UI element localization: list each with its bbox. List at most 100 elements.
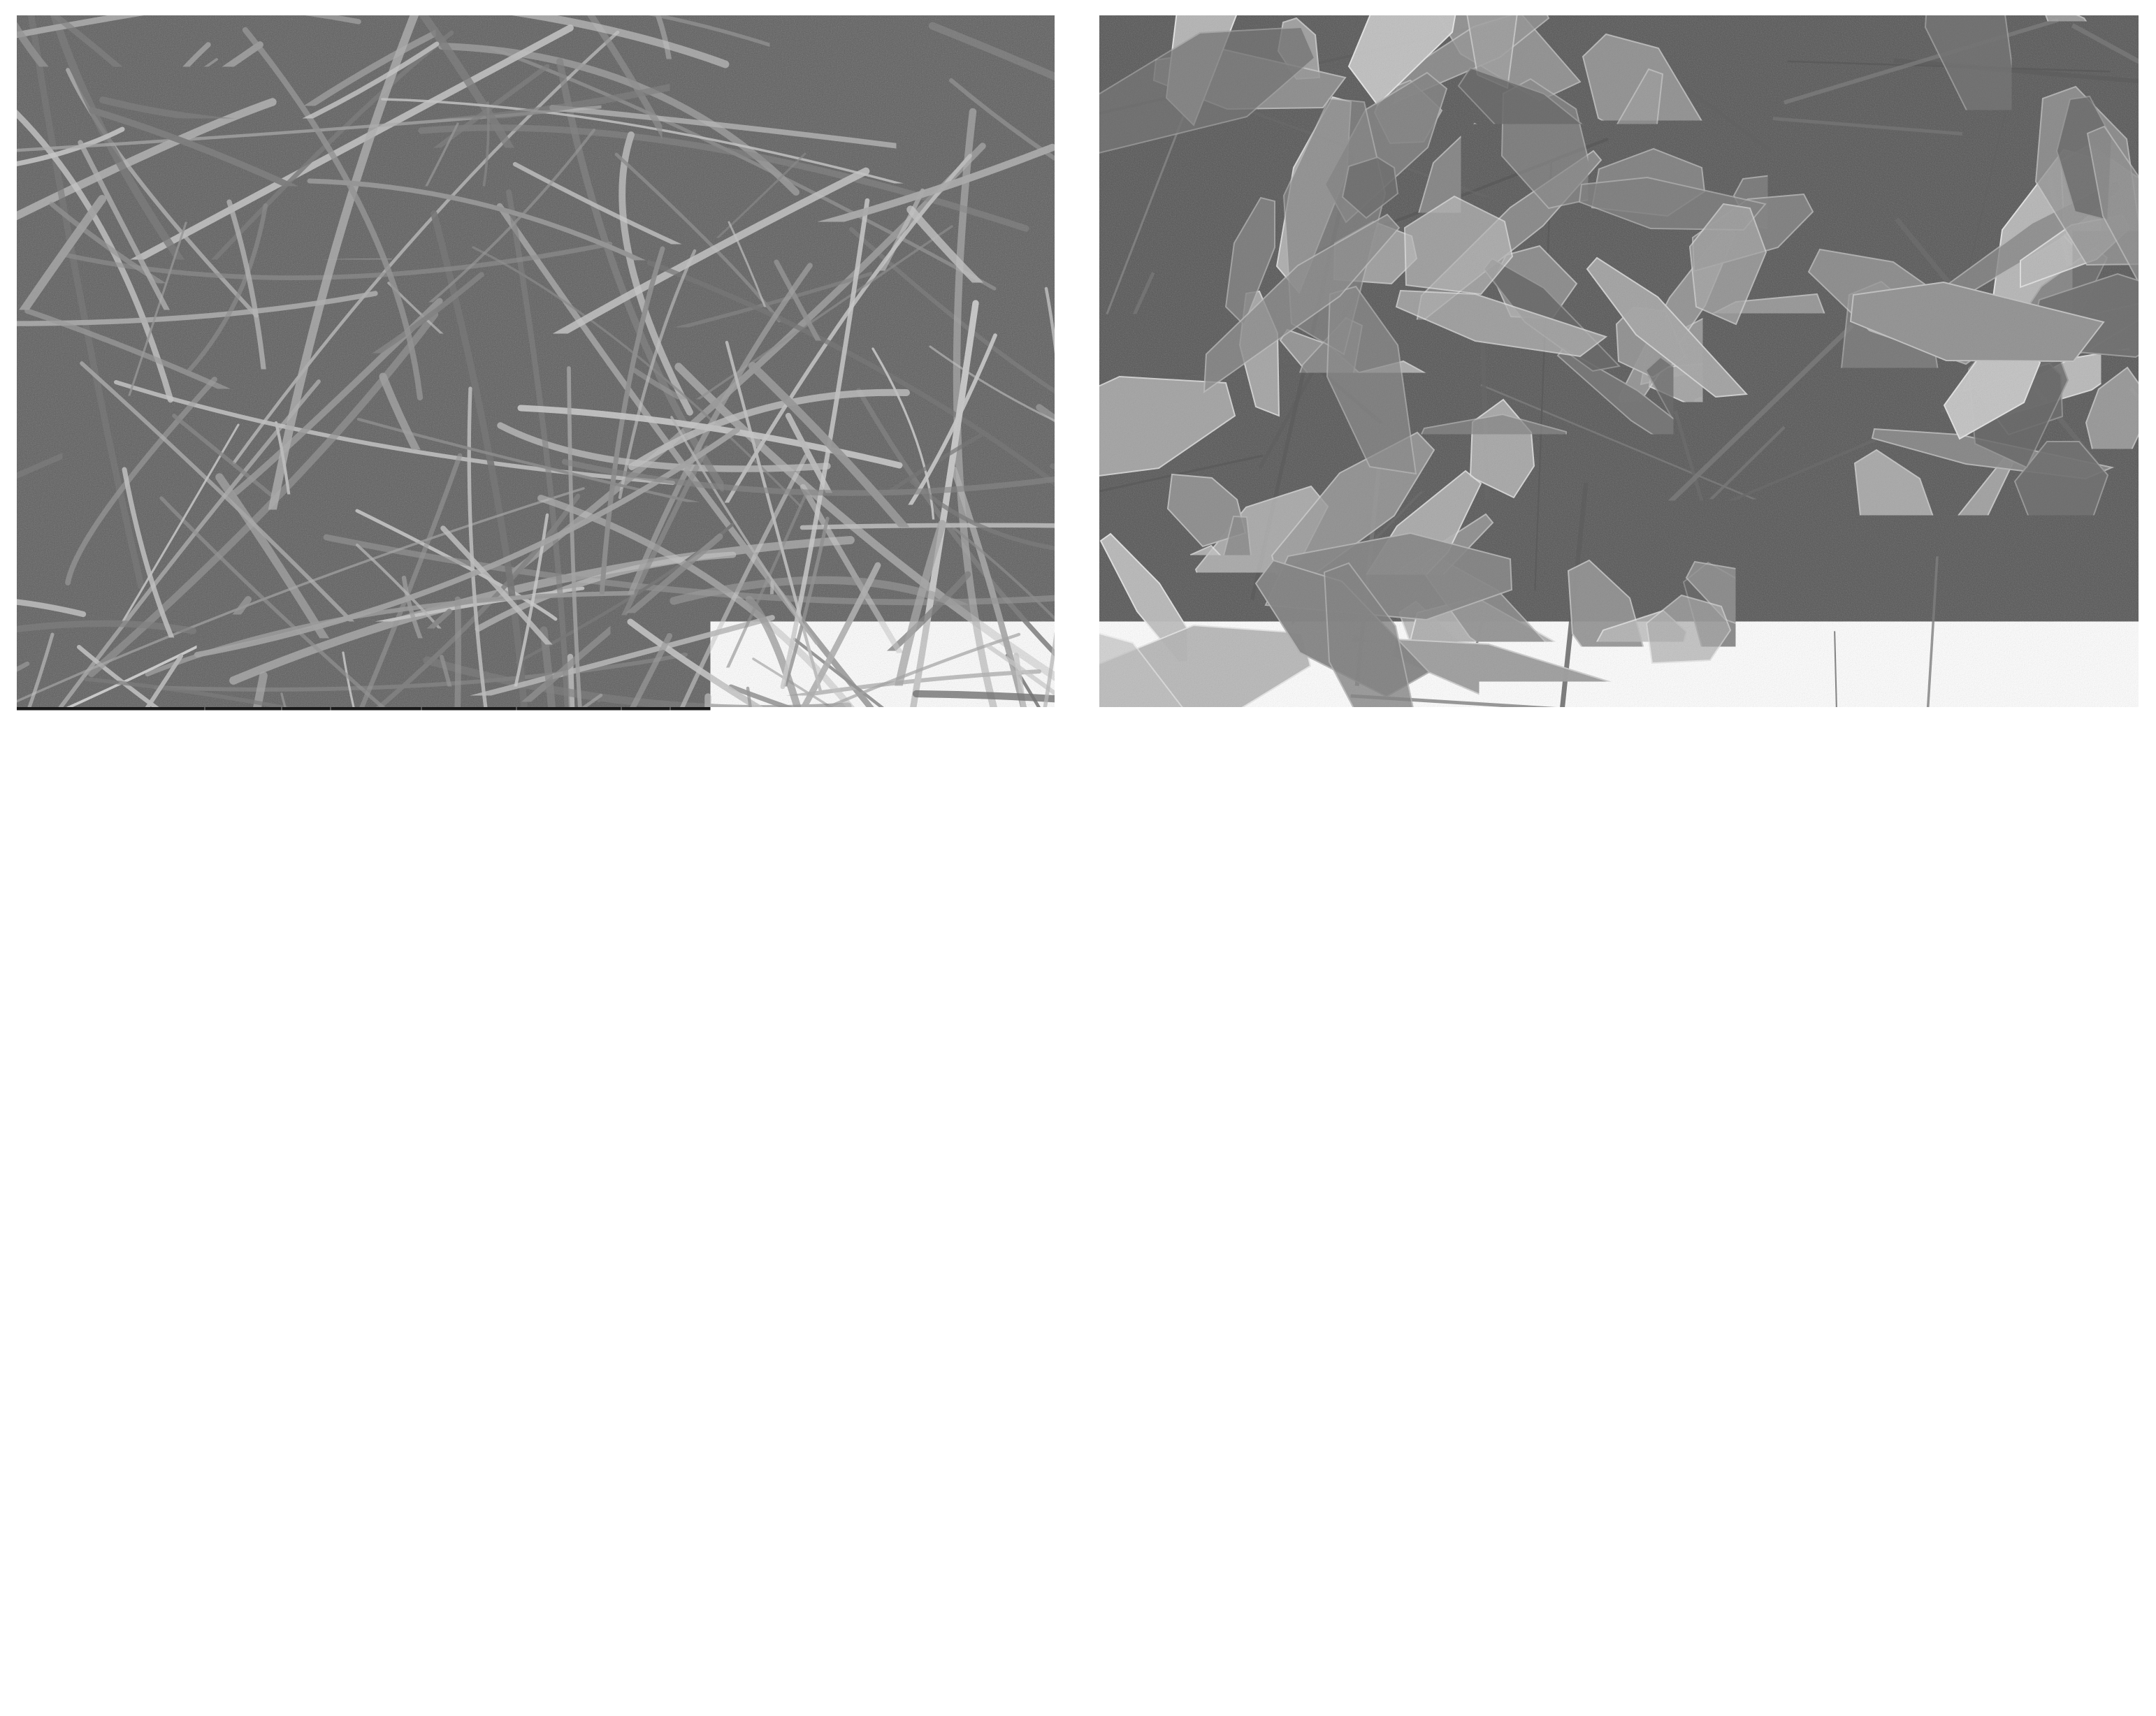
histogram-bar (1402, 989, 1481, 1462)
histogram-bars (1323, 989, 1956, 1462)
y-tick-label: 2 (177, 1355, 189, 1379)
mode-value: SE (1760, 734, 1782, 751)
scale-bar-label: 1 µm (872, 708, 920, 726)
datetime-cell: 5/29/2023 10:57:11 AM (1154, 707, 1287, 756)
histogram-bars (254, 984, 809, 1430)
sem-info-bar: 5/29/2023 10:48:35 AM HV 7.50 kV spot 9.… (17, 707, 1055, 756)
det-label: det (1712, 711, 1737, 728)
wd-value: 14.3 mm (338, 734, 414, 751)
panel-label-b: (b) (1597, 1635, 1657, 1691)
x-tick-label: 60 (696, 1511, 719, 1534)
x-tick-label: 10 (192, 1511, 215, 1534)
usecase-value: Standard (429, 734, 509, 751)
sem-micrograph-platelets (1099, 15, 2139, 707)
x-tick-label: 70 (1707, 1512, 1730, 1535)
x-tick-label: 30 (1390, 1512, 1413, 1535)
y-axis-title: Frequency (136, 1235, 165, 1360)
x-tick-label: 40 (495, 1511, 518, 1534)
spot-value: 9.0 (289, 734, 317, 751)
histogram-bar (355, 1207, 405, 1430)
scale-bar-text-wrap: 1 µm (738, 708, 1055, 726)
mag-label: mag (1607, 711, 1641, 728)
wd-cell: WD 14.3 mm (330, 707, 421, 756)
x-axis-title: Diameter (nm) (1556, 1571, 1725, 1601)
scale-bar-label: 1 µm (1955, 708, 2003, 726)
x-tick-label: 50 (595, 1511, 618, 1534)
wd-label: WD (338, 711, 366, 728)
diameter-histogram-a: −2024681012141610 20 30 40 50 60 70 80 Diameter… (21, 829, 1062, 1624)
y-tick-label: 4 (177, 1292, 189, 1315)
histogram-bar (607, 1398, 658, 1430)
y-tick-label: 10 (1245, 1112, 1268, 1135)
x-tick-label: 80 (897, 1511, 920, 1534)
x-tick-label: 100 (1938, 1512, 1973, 1535)
sem-micrograph-nanofibers (17, 15, 1055, 707)
scale-cell: 1 µm EGE-MATAL (737, 707, 1055, 756)
y-tick-label: 8 (1256, 1180, 1268, 1203)
mode-cell: mode SE (670, 707, 737, 756)
histogram-bar (1481, 989, 1560, 1462)
atom-logo-icon (1105, 711, 1147, 752)
y-tick-label: 0 (177, 1419, 189, 1442)
y-tick-label: −2 (165, 1483, 189, 1506)
y-tick-label: 14 (1245, 977, 1268, 1001)
wd-value: 14.3 mm (1421, 734, 1496, 751)
histogram-bar (658, 1239, 708, 1430)
x-tick-label: 50 (1549, 1512, 1572, 1535)
spot-value: 9.0 (1372, 734, 1399, 751)
y-tick-label: 8 (177, 1164, 189, 1187)
mag-cell: mag 100 000 x (516, 707, 621, 756)
usecase-label: use case (1512, 711, 1579, 728)
usecase-cell: use case Standard (421, 707, 516, 756)
time-text: 10:48:35 AM (78, 734, 176, 751)
scale-divider (738, 731, 1055, 732)
lab-name: EGE-MATAL (738, 734, 1055, 751)
x-tick-label: 90 (1865, 1512, 1888, 1535)
histogram-panel-b: 0 2 4 6 8 10 12 14 16 20 30 40 50 60 70 80 90 100 Diamete… (1096, 827, 2142, 1627)
mode-value: SE (678, 734, 700, 751)
y-tick-label: 4 (1256, 1315, 1268, 1338)
y-axis-title: Frequency (1213, 1238, 1242, 1364)
mag-value: 100 000 x (1607, 734, 1691, 751)
frame-square-icon (1679, 715, 1691, 727)
y-tick-label: 16 (166, 910, 189, 933)
histogram-bar (254, 1367, 305, 1430)
mode-label: mode (678, 711, 721, 728)
hv-cell: HV 7.50 kV (204, 707, 281, 756)
spot-cell: spot 9.0 (1363, 707, 1412, 756)
x-tick-label: 70 (797, 1511, 820, 1534)
mag-cell: mag 100 000 x (1598, 707, 1703, 756)
usecase-cell: use case Standard (1503, 707, 1598, 756)
atom-logo-icon (22, 711, 64, 752)
usecase-value: Standard (1512, 734, 1591, 751)
sem-info-bar: 5/29/2023 10:57:11 AM HV 7.50 kV spot 9.… (1099, 707, 2139, 756)
mode-cell: mode SE (1752, 707, 1819, 756)
histogram-bar (708, 1398, 758, 1430)
det-value: ETD (629, 734, 663, 751)
usecase-label: use case (429, 711, 497, 728)
wd-label: WD (1421, 711, 1448, 728)
histogram-bar (305, 1271, 355, 1430)
y-tick-label: 14 (166, 973, 189, 996)
histogram-bar (1640, 1225, 1719, 1461)
y-tick-label: 2 (1256, 1383, 1268, 1406)
histogram-panel-a: −2 0 2 4 6 8 10 12 14 16 10 20 30 40 50 60 70 80 Diameter… (18, 827, 1065, 1627)
y-tick-label: 12 (1245, 1045, 1268, 1068)
y-tick-label: 16 (1245, 910, 1268, 933)
panel-label-a: (a) (509, 1635, 569, 1691)
spot-cell: spot 9.0 (281, 707, 330, 756)
det-label: det (629, 711, 654, 728)
hv-cell: HV 7.50 kV (1287, 707, 1363, 756)
mag-value: 100 000 x (524, 734, 609, 751)
scale-bar-text-wrap: 1 µm (1821, 708, 2139, 726)
sem-panel-a: 5/29/2023 10:48:35 AM HV 7.50 kV spot 9.… (17, 15, 1055, 756)
scale-cell: 1 µm EGE-MATAL (1819, 707, 2139, 756)
histogram-bar (405, 1175, 456, 1430)
x-axis-title: Diameter (nm) (482, 1571, 651, 1601)
mag-label: mag (524, 711, 558, 728)
mode-label: mode (1760, 711, 1804, 728)
x-tick-label: 20 (293, 1511, 316, 1534)
time-text: 10:57:11 AM (1161, 734, 1259, 751)
x-tick-label: 60 (1628, 1512, 1651, 1535)
hv-label: HV (212, 711, 235, 728)
